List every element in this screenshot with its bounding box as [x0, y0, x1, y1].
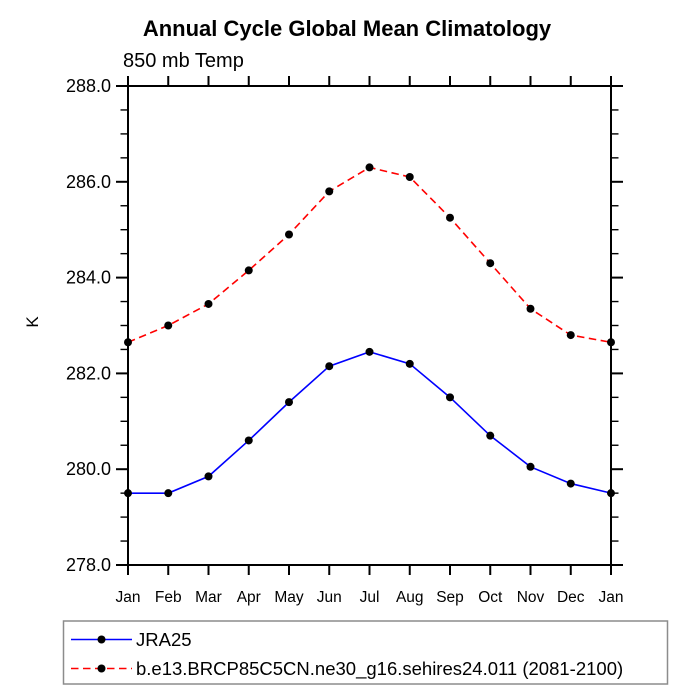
x-tick-label: Oct — [478, 589, 503, 606]
series-line-jra25 — [128, 351, 612, 494]
data-point — [566, 479, 575, 488]
data-point — [164, 489, 173, 498]
data-point — [607, 489, 615, 498]
data-point — [124, 489, 132, 498]
data-point — [244, 266, 253, 275]
x-tick-label: Feb — [155, 589, 182, 606]
legend-label-jra25: JRA25 — [136, 629, 192, 650]
data-point — [486, 431, 495, 440]
data-point — [325, 187, 334, 196]
y-tick-label: 280.0 — [66, 459, 111, 479]
data-point — [285, 230, 293, 239]
legend-samples — [71, 635, 132, 673]
data-point — [607, 338, 615, 347]
x-tick-label: Jul — [360, 589, 380, 606]
y-axis-label: K — [23, 316, 42, 328]
data-point — [365, 163, 374, 172]
data-point — [244, 436, 253, 445]
data-point — [365, 347, 374, 356]
data-point — [285, 398, 293, 407]
legend-marker-sample — [97, 664, 106, 673]
y-tick-label: 278.0 — [66, 555, 111, 575]
data-point — [405, 173, 414, 182]
y-tick-label: 282.0 — [66, 363, 111, 383]
data-point — [446, 213, 454, 222]
x-tick-label: Dec — [557, 589, 585, 606]
x-tick-label: Apr — [237, 589, 261, 606]
data-point — [325, 362, 334, 371]
x-tick-label: Mar — [195, 589, 222, 606]
data-point — [526, 462, 535, 471]
plot-area — [127, 85, 612, 566]
y-tick-label: 286.0 — [66, 172, 111, 192]
series-group — [124, 163, 615, 498]
x-tick-label: Jan — [116, 589, 141, 606]
data-point — [204, 299, 213, 308]
data-point — [566, 331, 575, 340]
x-tick-label: Jun — [317, 589, 342, 606]
axes-ticks: 278.0 280.0 282.0 284.0 286.0 288.0 Jan Feb Mar A… — [66, 76, 624, 606]
data-point — [124, 338, 132, 347]
legend-marker-sample — [97, 635, 106, 644]
y-tick-label: 284.0 — [66, 268, 111, 288]
x-tick-label: Aug — [396, 589, 424, 606]
legend: JRA25 b.e13.BRCP85C5CN.ne30_g16.sehires2… — [62, 620, 669, 685]
x-tick-label: Jan — [599, 589, 624, 606]
data-point — [405, 359, 414, 368]
data-point — [164, 321, 173, 330]
data-point — [526, 304, 535, 313]
chart-subtitle: 850 mb Temp — [123, 50, 244, 72]
data-point — [446, 393, 454, 402]
x-tick-label: Sep — [436, 589, 464, 606]
data-point — [486, 259, 495, 268]
x-tick-label: May — [274, 589, 304, 606]
series-line-model — [127, 166, 612, 344]
y-tick-label: 288.0 — [66, 76, 111, 96]
chart-title: Annual Cycle Global Mean Climatology — [143, 16, 552, 41]
data-point — [204, 472, 213, 481]
x-tick-label: Nov — [517, 589, 545, 606]
legend-label-model: b.e13.BRCP85C5CN.ne30_g16.sehires24.011 … — [136, 658, 623, 680]
legend-box — [62, 620, 669, 685]
